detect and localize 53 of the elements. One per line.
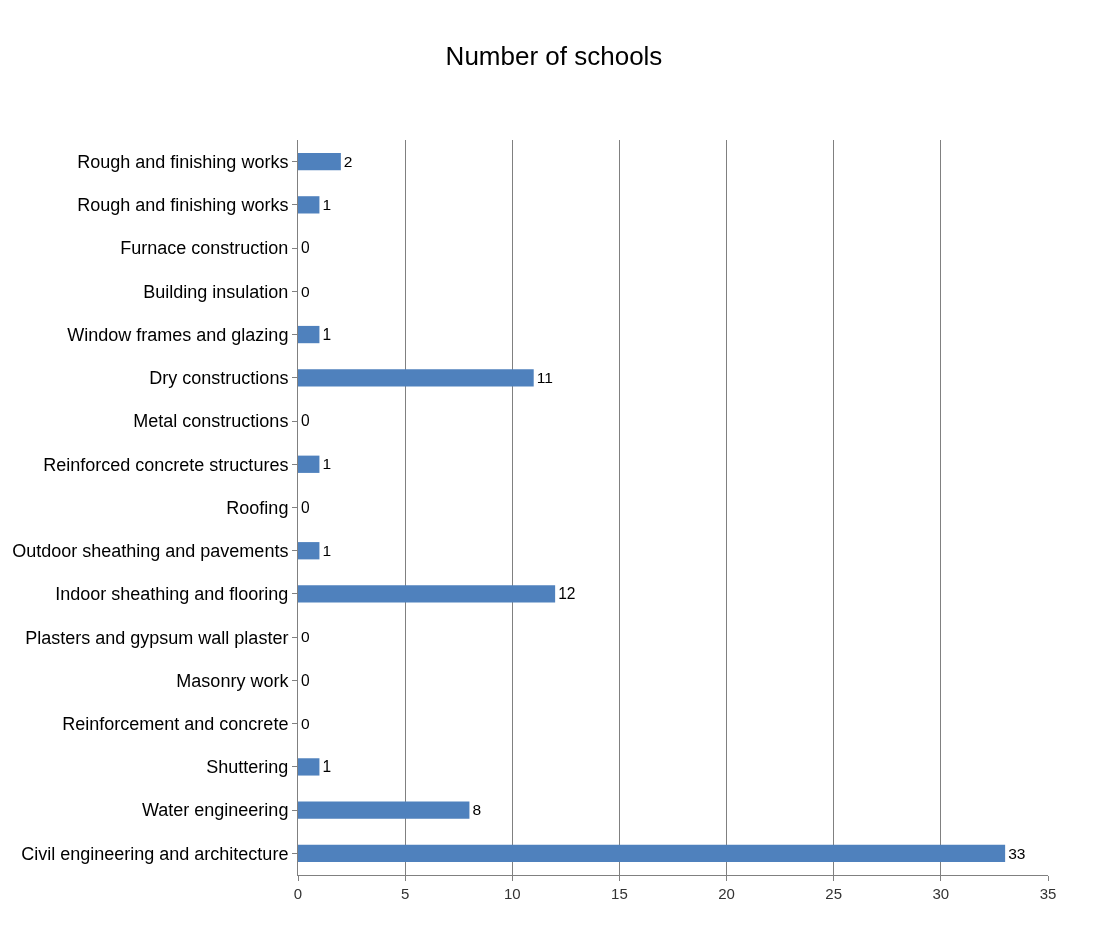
data-label: 0 (301, 282, 310, 300)
bar (298, 844, 1006, 863)
data-label: 33 (1008, 844, 1026, 862)
x-tick-label: 20 (718, 885, 735, 902)
bar (298, 196, 320, 214)
y-tick-label: Reinforcement and concrete (62, 713, 289, 734)
bar (298, 585, 556, 603)
y-tick-label: Building insulation (143, 281, 289, 302)
y-tick-label: Furnace construction (120, 238, 289, 259)
y-tick-label: Window frames and glazing (67, 324, 289, 345)
data-label: 0 (301, 628, 310, 646)
data-label: 0 (301, 714, 310, 732)
bar (298, 758, 320, 776)
y-tick-label: Water engineering (141, 800, 289, 821)
bar (298, 369, 534, 387)
x-tick-label: 0 (293, 885, 303, 902)
data-label: 2 (343, 152, 353, 170)
y-tick-label: Rough and finishing works (77, 151, 289, 172)
x-tick-label: 30 (932, 885, 950, 902)
y-tick-label: Masonry work (176, 670, 290, 691)
y-tick-label: Indoor sheathing and flooring (55, 584, 289, 605)
bar (298, 325, 320, 344)
y-tick-label: Dry constructions (149, 368, 289, 389)
bar (298, 152, 341, 171)
y-tick-label: Rough and finishing works (77, 195, 289, 216)
data-label: 1 (322, 196, 332, 214)
x-tick-label: 15 (611, 885, 628, 902)
x-tick-label: 5 (400, 885, 410, 902)
data-label: 11 (536, 368, 553, 386)
chart-title: Number of schools (445, 40, 663, 71)
data-label: 8 (472, 801, 482, 819)
x-tick-label: 25 (825, 885, 843, 902)
data-label: 0 (301, 412, 310, 430)
bar (298, 542, 320, 560)
y-tick-label: Shuttering (206, 757, 289, 778)
bar (298, 455, 320, 473)
y-tick-label: Civil engineering and architecture (21, 843, 289, 864)
y-tick-label: Plasters and gypsum wall plaster (25, 627, 289, 648)
data-label: 0 (301, 239, 310, 257)
data-label: 0 (301, 671, 310, 689)
y-tick-label: Outdoor sheathing and pavements (12, 541, 289, 562)
x-tick-label: 10 (503, 885, 521, 902)
data-label: 1 (322, 325, 332, 343)
x-tick-label: 35 (1039, 885, 1057, 902)
data-label: 0 (301, 498, 310, 516)
y-tick-label: Roofing (226, 497, 289, 518)
data-label: 1 (322, 758, 332, 776)
data-label: 1 (322, 455, 332, 473)
data-label: 1 (322, 541, 332, 559)
y-tick-label: Reinforced concrete structures (43, 454, 289, 475)
bar (298, 801, 470, 819)
data-label: 12 (558, 585, 576, 603)
y-tick-label: Metal constructions (133, 411, 289, 432)
